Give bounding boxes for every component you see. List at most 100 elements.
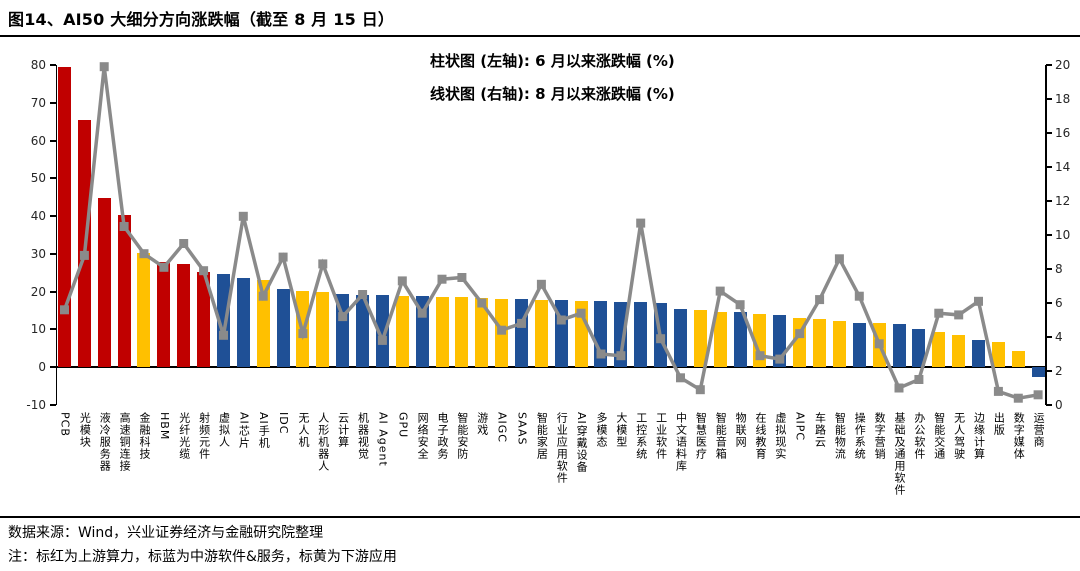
- line-marker: [993, 386, 1003, 396]
- line-marker: [775, 354, 785, 364]
- category-label: 数字营销: [873, 412, 887, 460]
- line-marker: [219, 330, 228, 340]
- category-label: GPU: [396, 412, 410, 439]
- chart-bar: [534, 299, 548, 368]
- line-marker: [119, 222, 129, 231]
- chart-bar: [972, 340, 986, 368]
- category-label: 行业应用软件: [555, 412, 569, 484]
- line-marker: [60, 305, 69, 315]
- chart-bar: [216, 274, 230, 368]
- right-axis-tick-label: 20: [1055, 58, 1071, 72]
- line-marker: [377, 335, 387, 345]
- right-axis-tick: [1046, 404, 1052, 406]
- chart-bar: [236, 278, 250, 368]
- chart-bar: [276, 288, 290, 368]
- line-marker: [139, 249, 149, 259]
- category-label: AI穿戴设备: [575, 412, 589, 473]
- chart-bar: [117, 214, 131, 368]
- category-label: 出版: [992, 412, 1006, 436]
- chart-bar: [197, 271, 211, 368]
- chart-bar: [713, 311, 727, 368]
- category-label: 工控系统: [634, 412, 648, 460]
- line-marker: [517, 318, 526, 328]
- category-label: 光模块: [78, 412, 92, 448]
- chart-bar: [435, 296, 449, 368]
- category-label: 大模型: [614, 412, 628, 448]
- chart-bar: [952, 335, 966, 368]
- right-axis-tick-label: 6: [1055, 296, 1063, 310]
- line-marker: [437, 274, 447, 284]
- left-axis-tick-label: 60: [30, 133, 46, 148]
- right-axis-tick-label: 14: [1055, 160, 1071, 174]
- right-axis-tick-label: 0: [1055, 398, 1063, 412]
- left-axis-tick: [50, 366, 56, 369]
- category-label: 无人驾驶: [952, 412, 966, 460]
- line-marker: [795, 329, 805, 339]
- right-axis-tick: [1046, 200, 1052, 202]
- right-axis-tick: [1046, 166, 1052, 168]
- chart-bar: [673, 309, 687, 368]
- left-axis-tick-label: 50: [30, 171, 46, 186]
- line-marker: [477, 298, 487, 308]
- line-marker: [596, 349, 606, 359]
- left-axis-line: [55, 65, 57, 405]
- left-axis-tick: [50, 64, 56, 66]
- line-marker: [755, 351, 765, 361]
- chart-bar: [375, 295, 389, 368]
- line-marker: [834, 254, 844, 264]
- right-axis-tick: [1046, 370, 1052, 372]
- category-label: 机器视觉: [356, 412, 370, 460]
- legend-line-series: 线状图 (右轴): 8 月以来涨跌幅 (%): [430, 85, 675, 103]
- right-axis-tick-label: 10: [1055, 228, 1071, 242]
- left-axis-tick-label: 20: [30, 284, 46, 299]
- right-axis-tick: [1046, 234, 1052, 236]
- chart-bar: [157, 261, 171, 368]
- line-marker: [1033, 390, 1043, 400]
- category-label: 光纤光缆: [177, 412, 191, 460]
- line-marker: [616, 351, 626, 361]
- line-marker: [656, 334, 666, 344]
- chart-bar: [1011, 351, 1025, 368]
- category-label: 云计算: [336, 412, 350, 448]
- left-axis-tick-label: 30: [30, 246, 46, 261]
- right-axis-tick: [1046, 98, 1052, 100]
- chart-bar: [912, 328, 926, 368]
- title-divider: [0, 35, 1080, 37]
- line-marker: [894, 383, 904, 393]
- line-marker: [397, 276, 407, 286]
- category-label: AI Agent: [376, 412, 390, 467]
- left-axis-tick: [50, 101, 56, 104]
- category-label: 中文语料库: [674, 412, 688, 472]
- right-axis-tick: [1046, 336, 1052, 338]
- line-marker: [815, 295, 825, 305]
- line-marker: [199, 266, 209, 276]
- line-marker: [695, 385, 705, 395]
- line-marker: [556, 315, 566, 325]
- line-marker: [358, 290, 368, 299]
- chart-bar: [395, 295, 409, 368]
- line-marker: [974, 296, 983, 306]
- left-axis-tick-label: -10: [26, 398, 46, 412]
- right-axis-tick-label: 4: [1055, 330, 1063, 344]
- line-marker: [854, 291, 864, 301]
- right-axis-tick: [1046, 268, 1052, 270]
- line-marker: [318, 259, 328, 269]
- category-label: 运营商: [1032, 412, 1046, 448]
- line-marker: [159, 262, 169, 272]
- line-marker: [79, 250, 89, 260]
- left-axis-tick: [50, 252, 56, 255]
- line-marker: [914, 375, 924, 384]
- category-label: 液冷服务器: [98, 412, 112, 472]
- right-axis-tick: [1046, 302, 1052, 304]
- category-label: 车路云: [813, 412, 827, 448]
- chart-bar: [1031, 367, 1045, 377]
- left-axis-tick-label: 80: [30, 58, 46, 72]
- left-axis-tick: [50, 404, 56, 406]
- chart-bar: [58, 66, 71, 368]
- line-marker: [1013, 393, 1023, 403]
- category-label: 多模态: [594, 412, 608, 448]
- category-label: AIGC: [495, 412, 509, 443]
- line-marker: [278, 252, 288, 262]
- right-axis-tick: [1046, 64, 1052, 66]
